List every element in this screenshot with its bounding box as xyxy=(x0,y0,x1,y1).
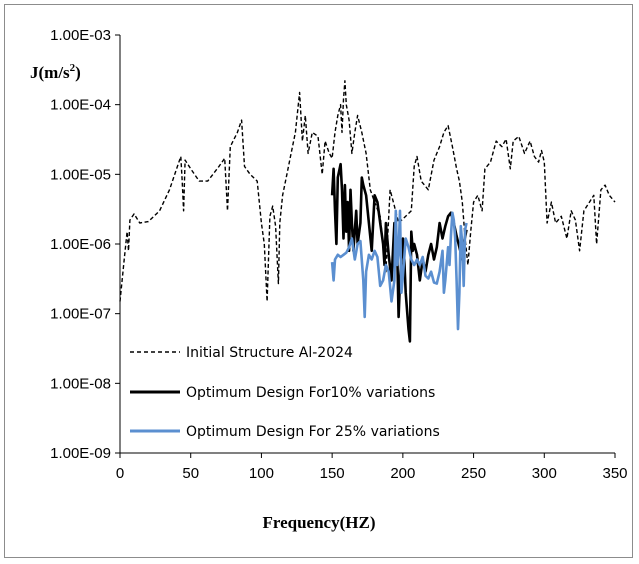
x-axis-title: Frequency(HZ) xyxy=(262,513,375,532)
x-tick-label: 50 xyxy=(182,465,199,482)
y-tick-label: 1.00E-03 xyxy=(50,27,111,44)
x-tick-label: 0 xyxy=(116,465,124,482)
y-tick-label: 1.00E-07 xyxy=(50,306,111,323)
x-tick-label: 250 xyxy=(461,465,486,482)
legend-label: Initial Structure Al-2024 xyxy=(186,345,353,361)
x-axis: 0 50 100 150 200 250 300 350 xyxy=(116,452,628,482)
x-tick-label: 150 xyxy=(320,465,345,482)
y-tick-label: 1.00E-06 xyxy=(50,236,111,253)
legend-item-optimum-25: Optimum Design For 25% variations xyxy=(130,424,440,440)
x-tick-label: 350 xyxy=(602,465,627,482)
chart-frame xyxy=(4,4,633,558)
legend-label: Optimum Design For10% variations xyxy=(186,385,435,401)
y-axis-title: J(m/s2) xyxy=(30,62,81,82)
series-line-2 xyxy=(330,209,468,331)
y-axis: 1.00E-03 1.00E-04 1.00E-05 1.00E-06 1.00E-07… xyxy=(50,27,121,462)
x-tick-label: 100 xyxy=(249,465,274,482)
y-tick-label: 1.00E-08 xyxy=(50,375,111,392)
series-layer xyxy=(119,80,616,343)
y-tick-label: 1.00E-04 xyxy=(50,97,111,114)
legend: Initial Structure Al-2024 Optimum Design… xyxy=(130,345,440,440)
series-line-0 xyxy=(119,80,616,303)
x-tick-label: 200 xyxy=(390,465,415,482)
legend-item-initial-structure: Initial Structure Al-2024 xyxy=(130,345,353,361)
legend-item-optimum-10: Optimum Design For10% variations xyxy=(130,385,435,401)
series-line-1 xyxy=(330,162,468,343)
y-tick-label: 1.00E-09 xyxy=(50,445,111,462)
legend-label: Optimum Design For 25% variations xyxy=(186,424,440,440)
y-tick-label: 1.00E-05 xyxy=(50,166,111,183)
x-tick-label: 300 xyxy=(532,465,557,482)
